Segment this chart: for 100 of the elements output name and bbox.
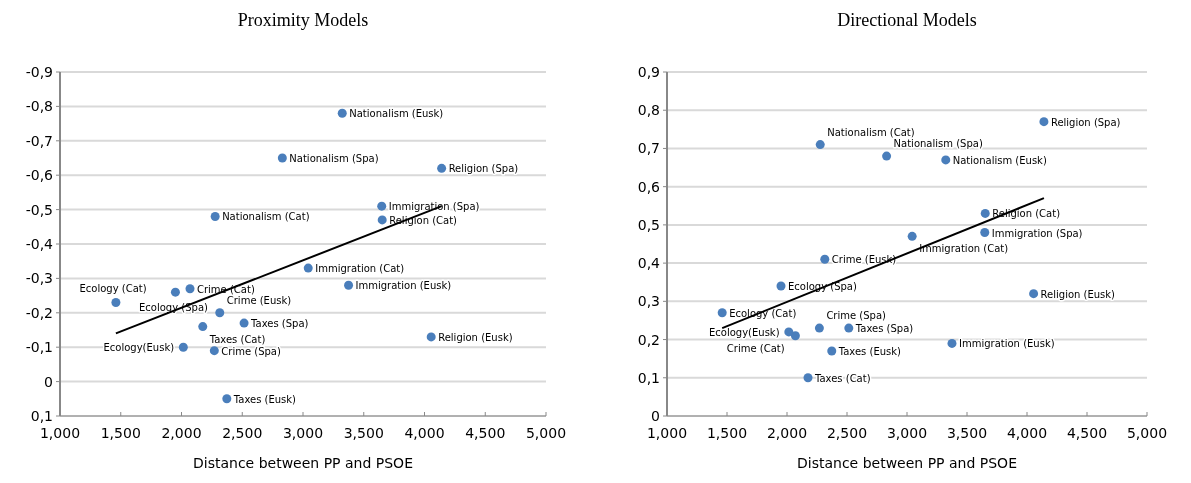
- annotation: Taxes (Cat): [814, 372, 871, 384]
- y-tick-label: -0,3: [25, 270, 53, 287]
- chart-title: Directional Models: [837, 10, 977, 30]
- point: [222, 394, 232, 404]
- point: [215, 308, 225, 318]
- point: [814, 323, 824, 333]
- y-tick-label: 0,9: [637, 64, 660, 80]
- point: [947, 338, 957, 348]
- x-axis-title: Distance between PP and PSOE: [797, 455, 1017, 471]
- annotation: Crime (Cat): [726, 342, 785, 354]
- annotation: Religion (Eusk): [1040, 288, 1116, 300]
- point: [941, 155, 951, 165]
- annotation: Nationalism (Eusk): [952, 154, 1047, 166]
- y-tick-label: 0,5: [637, 216, 660, 233]
- y-tick-label: -0,7: [25, 132, 53, 149]
- y-tick-label: 0,4: [637, 255, 661, 272]
- point: [907, 231, 917, 241]
- point: [111, 297, 121, 307]
- annotation: Immigration (Spa): [388, 201, 480, 213]
- y-tick-label: 0: [44, 373, 53, 390]
- annotation: Immigration (Cat): [315, 263, 405, 275]
- x-tick-label: 2,000: [161, 425, 202, 441]
- y-tick-label: -0,4: [25, 236, 54, 252]
- point: [198, 322, 208, 332]
- y-tick-label: -0,2: [25, 304, 53, 321]
- point: [980, 208, 990, 218]
- annotation: Immigration (Eusk): [355, 280, 452, 292]
- annotation: Nationalism (Cat): [222, 211, 310, 223]
- point: [717, 308, 727, 318]
- point: [303, 263, 313, 273]
- point: [437, 163, 447, 173]
- annotation: Immigration (Spa): [991, 227, 1083, 239]
- y-tick-label: 0,2: [637, 331, 660, 348]
- point: [1029, 289, 1039, 299]
- point: [209, 346, 219, 356]
- point: [170, 287, 180, 297]
- x-tick-label: 2,500: [826, 425, 868, 441]
- point: [815, 140, 825, 150]
- annotation: Taxes (Eusk): [232, 393, 297, 405]
- annotation: Religion (Spa): [448, 163, 519, 175]
- point: [803, 373, 813, 383]
- x-tick-label: 3,000: [886, 425, 928, 441]
- point: [239, 318, 249, 328]
- point: [827, 346, 837, 356]
- y-tick-label: 0,1: [30, 408, 53, 424]
- x-tick-label: 3,500: [946, 425, 988, 441]
- point: [377, 201, 387, 211]
- y-tick-label: -0,1: [25, 339, 53, 356]
- x-tick-label: 4,500: [465, 425, 506, 441]
- x-tick-label: 2,000: [766, 425, 808, 441]
- point: [426, 332, 436, 342]
- annotation: Ecology (Spa): [139, 302, 209, 314]
- annotation: Religion (Eusk): [438, 331, 513, 343]
- point: [790, 331, 800, 341]
- y-tick-label: -0,5: [25, 201, 53, 218]
- point: [1039, 117, 1049, 127]
- point: [344, 280, 354, 290]
- point: [210, 211, 220, 221]
- point: [185, 284, 195, 294]
- annotation: Immigration (Eusk): [959, 338, 1055, 350]
- x-axis-title: Distance between PP and PSOE: [193, 455, 413, 471]
- annotation: Nationalism (Eusk): [349, 108, 444, 120]
- x-tick-label: 1,500: [100, 425, 141, 441]
- x-tick-label: 4,000: [404, 425, 445, 441]
- x-tick-label: 5,000: [525, 425, 567, 441]
- y-tick-label: 0,7: [637, 140, 660, 157]
- annotation: Taxes (Spa): [250, 318, 309, 330]
- y-tick-label: 0,3: [637, 293, 660, 310]
- annotation: Taxes (Cat): [208, 333, 266, 345]
- annotation: Nationalism (Spa): [289, 153, 379, 164]
- x-tick-label: 4,500: [1066, 425, 1108, 441]
- y-tick-label: 0: [651, 408, 660, 424]
- y-tick-label: -0,8: [25, 98, 53, 115]
- x-tick-label: 2,500: [222, 425, 263, 441]
- x-tick-label: 3,500: [343, 425, 384, 441]
- x-tick-label: 4,000: [1006, 425, 1048, 441]
- chart-title: Proximity Models: [237, 10, 369, 30]
- annotation: Taxes (Eusk): [837, 346, 902, 358]
- annotation: Nationalism (Spa): [893, 138, 983, 150]
- y-tick-label: 0,1: [637, 369, 660, 386]
- annotation: Ecology (Cat): [79, 283, 147, 295]
- y-tick-label: 0,6: [637, 178, 661, 195]
- annotation: Taxes (Spa): [854, 323, 914, 335]
- annotation: Ecology(Eusk): [709, 326, 780, 338]
- point: [784, 327, 794, 337]
- annotation: Ecology(Eusk): [103, 342, 175, 354]
- annotation: Crime (Eusk): [226, 294, 292, 306]
- point: [844, 323, 854, 333]
- point: [820, 254, 830, 264]
- x-tick-label: 1,000: [646, 425, 688, 441]
- x-tick-label: 1,000: [39, 425, 81, 441]
- annotation: Nationalism (Cat): [827, 126, 915, 138]
- annotation: Immigration (Cat): [919, 243, 1009, 255]
- y-tick-label: -0,9: [25, 64, 53, 80]
- point: [337, 108, 347, 118]
- x-tick-label: 5,000: [1126, 425, 1168, 441]
- y-tick-label: -0,6: [25, 167, 54, 184]
- point: [178, 342, 188, 352]
- annotation: Crime (Spa): [221, 345, 281, 357]
- annotation: Crime (Spa): [826, 310, 887, 322]
